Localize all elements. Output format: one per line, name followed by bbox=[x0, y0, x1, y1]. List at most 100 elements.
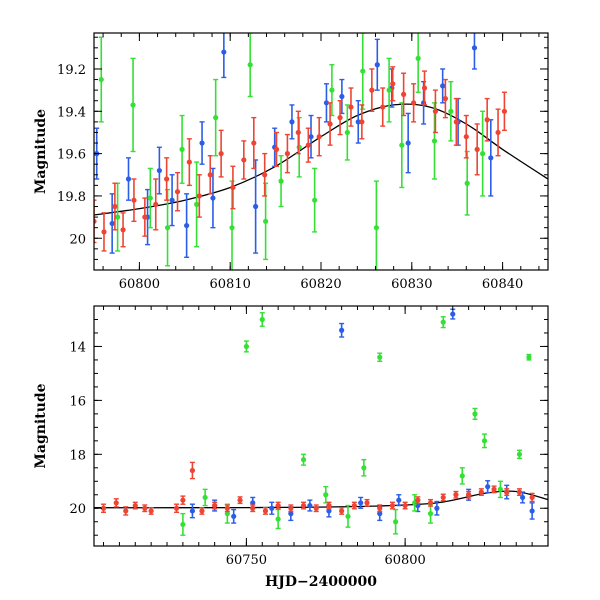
data-point bbox=[402, 501, 408, 510]
data-point bbox=[221, 33, 227, 79]
data-point bbox=[262, 152, 268, 197]
data-point bbox=[289, 104, 295, 140]
data-point bbox=[207, 155, 213, 195]
data-point bbox=[308, 114, 314, 159]
x-tick-label: 60800 bbox=[384, 553, 425, 568]
data-point bbox=[224, 504, 230, 513]
data-point bbox=[351, 501, 357, 510]
data-point bbox=[229, 180, 235, 270]
model-curve bbox=[94, 490, 548, 509]
data-point bbox=[484, 97, 490, 142]
data-point bbox=[113, 498, 119, 508]
data-point bbox=[273, 131, 280, 168]
data-point bbox=[390, 66, 396, 102]
data-point bbox=[405, 112, 411, 174]
data-point bbox=[464, 150, 470, 216]
y-tick-label: 19.2 bbox=[57, 63, 86, 78]
data-point bbox=[210, 167, 216, 229]
y-tick-label: 20 bbox=[69, 232, 86, 247]
data-point bbox=[173, 503, 180, 513]
data-point bbox=[393, 508, 399, 535]
data-point bbox=[348, 87, 354, 127]
data-point bbox=[355, 100, 361, 144]
data-point bbox=[180, 495, 186, 505]
x-tick-label: 60800 bbox=[119, 277, 160, 292]
data-point bbox=[432, 89, 439, 134]
data-point bbox=[250, 504, 256, 513]
y-tick-label: 14 bbox=[69, 340, 86, 355]
data-point bbox=[501, 91, 508, 132]
data-point bbox=[399, 102, 405, 189]
data-point bbox=[453, 97, 459, 146]
data-point bbox=[434, 500, 440, 516]
data-point bbox=[259, 312, 265, 327]
data-point bbox=[364, 498, 370, 507]
data-point bbox=[147, 167, 153, 229]
data-point bbox=[213, 78, 219, 157]
data-point bbox=[132, 501, 138, 510]
data-point bbox=[326, 501, 332, 510]
data-point bbox=[241, 140, 247, 180]
data-point bbox=[164, 188, 171, 267]
data-point bbox=[180, 512, 186, 536]
data-point bbox=[339, 322, 345, 338]
series-1 bbox=[94, 33, 494, 259]
data-point bbox=[373, 180, 379, 270]
data-point bbox=[526, 353, 532, 361]
data-point bbox=[495, 108, 501, 157]
series-3 bbox=[100, 461, 535, 516]
data-point bbox=[101, 212, 107, 252]
data-point bbox=[520, 491, 526, 504]
data-point bbox=[131, 178, 137, 223]
data-point bbox=[125, 157, 132, 201]
data-point bbox=[253, 159, 259, 254]
data-point bbox=[345, 504, 351, 528]
data-point bbox=[109, 193, 115, 254]
data-point bbox=[504, 488, 510, 497]
data-point bbox=[316, 116, 322, 157]
data-point bbox=[186, 138, 192, 187]
data-point bbox=[481, 433, 488, 449]
data-point bbox=[202, 488, 208, 507]
y-tick-label: 20 bbox=[69, 502, 86, 517]
data-point bbox=[360, 33, 366, 110]
data-point bbox=[115, 182, 121, 252]
data-point bbox=[369, 68, 375, 112]
y-tick-label: 19.8 bbox=[57, 190, 86, 205]
y-axis-title: Magnitude bbox=[33, 109, 49, 194]
data-point bbox=[295, 110, 301, 155]
data-point bbox=[288, 504, 294, 513]
data-point bbox=[466, 490, 472, 499]
data-point bbox=[199, 121, 205, 165]
data-point bbox=[148, 507, 154, 515]
data-point bbox=[323, 485, 329, 504]
data-point bbox=[478, 488, 484, 497]
data-point bbox=[230, 165, 236, 210]
data-point bbox=[448, 80, 454, 142]
data-point bbox=[361, 459, 367, 477]
data-point bbox=[440, 68, 446, 104]
data-point bbox=[100, 503, 107, 513]
series-2 bbox=[180, 312, 532, 536]
data-point bbox=[440, 316, 446, 329]
x-tick-label: 60830 bbox=[391, 277, 432, 292]
data-point bbox=[300, 501, 307, 510]
data-point bbox=[307, 499, 313, 512]
data-point bbox=[123, 506, 129, 516]
data-point bbox=[156, 146, 162, 195]
plot-frame bbox=[93, 32, 549, 271]
data-point bbox=[199, 507, 205, 515]
data-point bbox=[491, 485, 497, 494]
data-point bbox=[396, 494, 402, 507]
data-point bbox=[184, 193, 190, 259]
data-point bbox=[377, 352, 383, 362]
data-point bbox=[472, 407, 478, 420]
data-point bbox=[98, 36, 104, 123]
plot-area bbox=[94, 308, 548, 536]
data-point bbox=[359, 104, 365, 140]
data-point bbox=[179, 114, 185, 184]
data-point bbox=[421, 70, 428, 106]
data-point bbox=[344, 104, 350, 161]
data-point bbox=[329, 64, 335, 117]
